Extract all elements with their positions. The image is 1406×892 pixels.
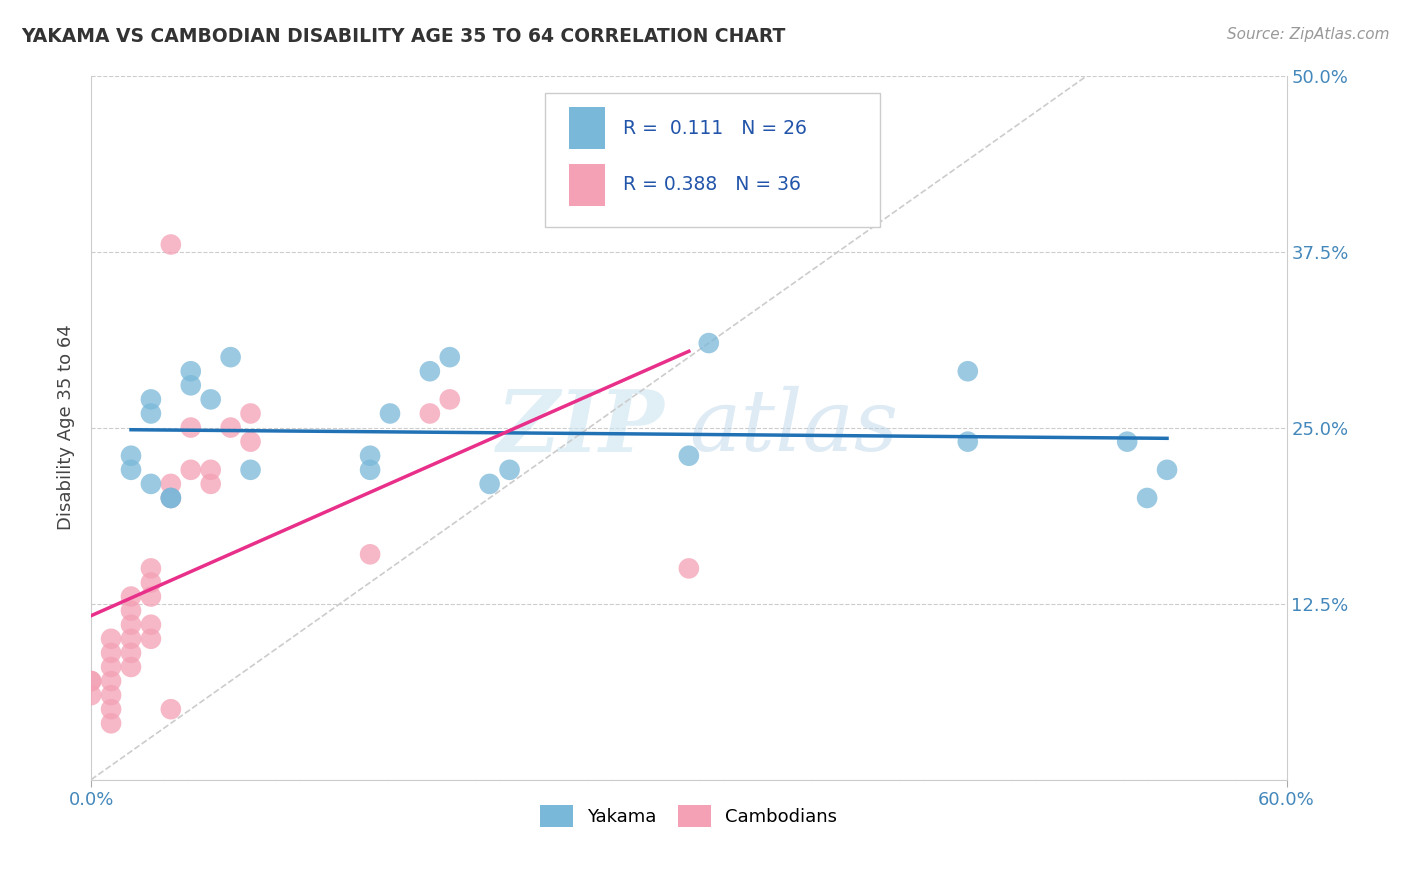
Point [1116,434,1139,449]
Point [120,463,142,477]
Point [139,476,162,491]
Point [239,434,262,449]
Point [160,237,183,252]
Point [1156,463,1178,477]
Point [180,463,202,477]
Point [100,660,122,674]
Point [378,407,401,421]
Point [419,407,441,421]
Point [160,702,183,716]
Point [100,673,122,688]
Point [200,463,222,477]
Point [956,364,979,378]
Point [478,476,501,491]
Point [498,463,520,477]
Point [439,392,461,407]
Point [200,392,222,407]
Point [160,491,183,505]
Y-axis label: Disability Age 35 to 64: Disability Age 35 to 64 [58,325,75,531]
Point [419,364,441,378]
Point [219,350,242,364]
Text: Source: ZipAtlas.com: Source: ZipAtlas.com [1226,27,1389,42]
Point [180,420,202,434]
Legend: Yakama, Cambodians: Yakama, Cambodians [533,797,845,834]
Point [359,547,381,561]
Point [956,434,979,449]
Point [180,378,202,392]
Text: R = 0.388   N = 36: R = 0.388 N = 36 [623,175,801,194]
Point [160,476,183,491]
Point [239,407,262,421]
Point [139,561,162,575]
Point [139,590,162,604]
Point [160,491,183,505]
Point [120,590,142,604]
Point [139,632,162,646]
Point [120,646,142,660]
Bar [569,107,605,150]
Point [139,407,162,421]
Point [80,673,103,688]
Text: atlas: atlas [689,386,898,469]
Text: ZIP: ZIP [498,386,665,469]
Point [100,632,122,646]
Point [678,561,700,575]
Point [80,673,103,688]
Point [439,350,461,364]
Point [678,449,700,463]
Point [239,463,262,477]
Point [697,336,720,351]
Text: YAKAMA VS CAMBODIAN DISABILITY AGE 35 TO 64 CORRELATION CHART: YAKAMA VS CAMBODIAN DISABILITY AGE 35 TO… [21,27,786,45]
Point [120,449,142,463]
Point [80,688,103,702]
Point [100,688,122,702]
Point [1136,491,1159,505]
Text: R =  0.111   N = 26: R = 0.111 N = 26 [623,119,807,138]
Point [139,617,162,632]
Point [120,632,142,646]
Point [359,463,381,477]
Bar [569,163,605,206]
Point [219,420,242,434]
Point [100,646,122,660]
Point [359,449,381,463]
Point [180,364,202,378]
Point [100,716,122,731]
Point [120,660,142,674]
Point [120,617,142,632]
Point [100,702,122,716]
Point [200,476,222,491]
Point [120,604,142,618]
Point [160,491,183,505]
Point [139,392,162,407]
FancyBboxPatch shape [546,93,880,227]
Point [139,575,162,590]
